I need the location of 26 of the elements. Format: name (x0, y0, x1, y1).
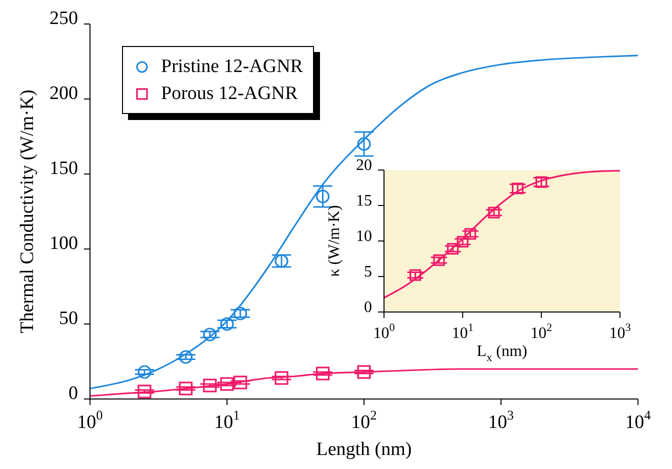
x-axis-title: L$_{x}$ (nm) (476, 343, 528, 364)
y-tick-label: 10 (356, 228, 372, 245)
y-tick-label: 50 (59, 308, 78, 329)
x-tick-label: 10$^{2}$ (530, 322, 552, 342)
x-axis-title: Length (nm) (316, 439, 412, 460)
y-tick-label: 200 (50, 83, 78, 104)
y-tick-label: 250 (50, 8, 78, 29)
x-tick-label: 10$^{4}$ (625, 407, 652, 433)
y-tick-label: 150 (50, 158, 78, 179)
y-tick-label: 20 (356, 157, 372, 174)
x-tick-label: 10$^{1}$ (214, 407, 240, 433)
legend-label: Pristine 12-AGNR (161, 55, 303, 79)
x-tick-label: 10$^{2}$ (351, 407, 377, 433)
legend-label: Porous 12-AGNR (161, 82, 298, 106)
y-tick-label: 100 (50, 233, 78, 254)
y-tick-label: 5 (364, 264, 372, 280)
y-tick-label: 0 (364, 299, 372, 316)
x-tick-label: 10$^{0}$ (373, 322, 396, 342)
y-axis-title: Thermal Conductivity (W/m·K) (17, 90, 38, 334)
x-tick-label: 10$^{1}$ (452, 322, 474, 342)
y-tick-label: 15 (356, 192, 372, 210)
x-tick-label: 10$^{3}$ (609, 322, 632, 342)
y-axis-title: κ (W/m·K) (326, 205, 343, 277)
y-tick-label: 0 (68, 383, 78, 404)
x-tick-label: 10$^{0}$ (77, 407, 104, 433)
x-tick-label: 10$^{3}$ (488, 407, 514, 433)
